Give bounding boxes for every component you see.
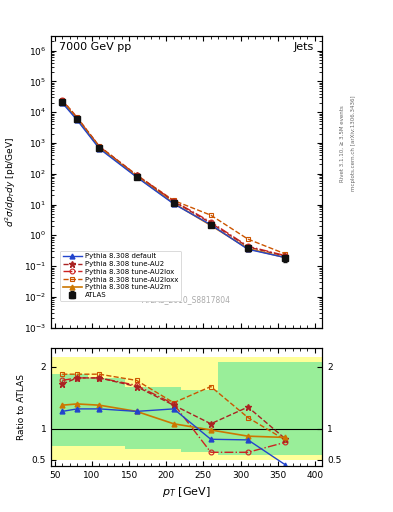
Pythia 8.308 default <box>283 254 287 261</box>
Text: mcplots.cern.ch [arXiv:1306.3436]: mcplots.cern.ch [arXiv:1306.3436] <box>351 96 356 191</box>
Pythia 8.308 tune-AU2 <box>60 98 64 104</box>
Pythia 8.308 tune-AU2m <box>208 222 213 228</box>
Pythia 8.308 tune-AU2loxx <box>208 212 213 218</box>
Pythia 8.308 tune-AU2lox <box>75 115 79 121</box>
Pythia 8.308 default <box>97 145 102 152</box>
Pythia 8.308 tune-AU2loxx <box>97 143 102 150</box>
Text: Jets: Jets <box>294 41 314 52</box>
X-axis label: $p_T$ [GeV]: $p_T$ [GeV] <box>162 485 211 499</box>
Pythia 8.308 tune-AU2loxx <box>171 198 176 204</box>
Pythia 8.308 tune-AU2lox <box>246 243 250 249</box>
Pythia 8.308 tune-AU2loxx <box>246 236 250 242</box>
Pythia 8.308 tune-AU2loxx <box>134 172 139 178</box>
Pythia 8.308 tune-AU2loxx <box>283 251 287 257</box>
Pythia 8.308 tune-AU2lox <box>97 143 102 150</box>
Pythia 8.308 tune-AU2 <box>75 115 79 121</box>
Text: ATLAS_2010_S8817804: ATLAS_2010_S8817804 <box>142 295 231 304</box>
Pythia 8.308 tune-AU2lox <box>60 97 64 103</box>
Pythia 8.308 default <box>60 100 64 106</box>
Pythia 8.308 default <box>171 201 176 207</box>
Pythia 8.308 tune-AU2m <box>171 200 176 206</box>
Line: Pythia 8.308 tune-AU2m: Pythia 8.308 tune-AU2m <box>60 99 288 260</box>
Pythia 8.308 default <box>246 246 250 252</box>
Pythia 8.308 tune-AU2 <box>208 220 213 226</box>
Pythia 8.308 tune-AU2lox <box>171 198 176 204</box>
Pythia 8.308 tune-AU2m <box>246 246 250 252</box>
Line: Pythia 8.308 tune-AU2loxx: Pythia 8.308 tune-AU2loxx <box>60 97 288 257</box>
Pythia 8.308 tune-AU2 <box>171 199 176 205</box>
Pythia 8.308 tune-AU2m <box>75 116 79 122</box>
Pythia 8.308 tune-AU2m <box>97 144 102 151</box>
Pythia 8.308 tune-AU2 <box>97 144 102 150</box>
Pythia 8.308 tune-AU2loxx <box>60 97 64 103</box>
Text: 7000 GeV pp: 7000 GeV pp <box>59 41 132 52</box>
Pythia 8.308 tune-AU2m <box>283 254 287 261</box>
Pythia 8.308 tune-AU2m <box>134 173 139 179</box>
Pythia 8.308 default <box>134 174 139 180</box>
Pythia 8.308 tune-AU2lox <box>134 172 139 178</box>
Pythia 8.308 tune-AU2 <box>246 244 250 250</box>
Pythia 8.308 tune-AU2lox <box>208 219 213 225</box>
Pythia 8.308 default <box>208 222 213 228</box>
Y-axis label: $d^2\sigma/dp_T dy$ [pb/GeV]: $d^2\sigma/dp_T dy$ [pb/GeV] <box>4 137 18 227</box>
Text: Rivet 3.1.10, ≥ 3.5M events: Rivet 3.1.10, ≥ 3.5M events <box>340 105 345 182</box>
Pythia 8.308 tune-AU2 <box>283 253 287 259</box>
Pythia 8.308 tune-AU2lox <box>283 252 287 259</box>
Pythia 8.308 tune-AU2 <box>134 173 139 179</box>
Pythia 8.308 tune-AU2m <box>60 98 64 104</box>
Pythia 8.308 default <box>75 117 79 123</box>
Legend: Pythia 8.308 default, Pythia 8.308 tune-AU2, Pythia 8.308 tune-AU2lox, Pythia 8.: Pythia 8.308 default, Pythia 8.308 tune-… <box>60 251 181 301</box>
Line: Pythia 8.308 tune-AU2lox: Pythia 8.308 tune-AU2lox <box>60 98 288 258</box>
Pythia 8.308 tune-AU2loxx <box>75 114 79 120</box>
Line: Pythia 8.308 default: Pythia 8.308 default <box>60 100 288 260</box>
Line: Pythia 8.308 tune-AU2: Pythia 8.308 tune-AU2 <box>59 98 288 260</box>
Y-axis label: Ratio to ATLAS: Ratio to ATLAS <box>17 374 26 440</box>
